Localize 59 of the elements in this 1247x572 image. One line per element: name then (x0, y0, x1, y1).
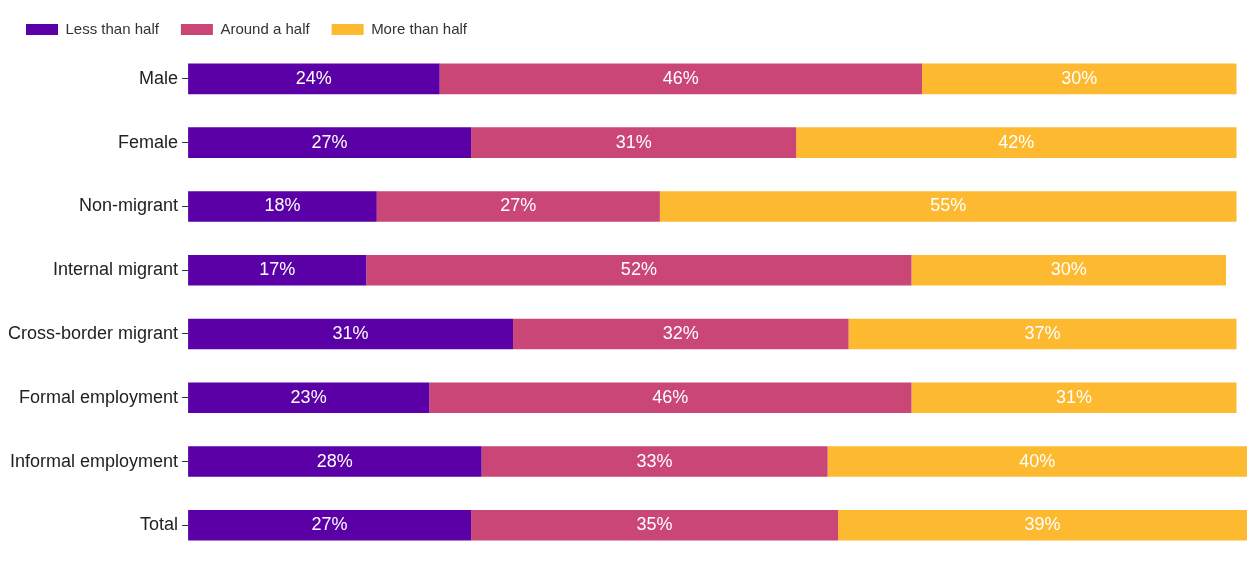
bar (439, 63, 922, 95)
bar (921, 63, 1237, 95)
data-label: 17% (259, 259, 296, 280)
data-label: 35% (636, 514, 673, 535)
y-tick-label: Informal employment (9, 450, 179, 471)
data-label: 32% (662, 322, 699, 343)
y-tick-label: Cross-border migrant (7, 322, 179, 343)
y-tick-label: Internal migrant (52, 259, 179, 280)
bar (429, 382, 912, 414)
data-label: 52% (620, 259, 657, 280)
data-label: 18% (264, 195, 301, 216)
data-label: 27% (311, 514, 348, 535)
data-label: 55% (930, 195, 967, 216)
bar (911, 382, 1237, 414)
y-tick-label: Total (140, 514, 179, 535)
bar (188, 63, 440, 95)
data-label: 24% (295, 67, 332, 88)
bar (911, 254, 1227, 286)
y-tick-label: Female (118, 131, 179, 152)
legend-label: Around a half (220, 19, 311, 37)
bar (513, 318, 849, 350)
data-label: 27% (500, 195, 537, 216)
bar (471, 127, 797, 158)
data-label: 37% (1024, 322, 1061, 343)
legend-label: Less than half (65, 19, 160, 37)
data-label: 31% (332, 322, 369, 343)
bar (188, 382, 430, 414)
bar (838, 510, 1247, 541)
y-tick-label: Male (139, 67, 179, 88)
data-label: 30% (1061, 67, 1098, 88)
bar (471, 510, 839, 541)
y-tick-label: Non-migrant (79, 195, 179, 216)
data-label: 30% (1050, 259, 1087, 280)
legend-label: More than half (371, 19, 468, 37)
data-label: 23% (290, 386, 327, 407)
bar (188, 510, 472, 541)
data-label: 39% (1024, 514, 1061, 535)
bar (366, 254, 912, 286)
data-label: 40% (1019, 450, 1056, 471)
bar (481, 446, 828, 477)
bar (188, 191, 377, 222)
data-label: 31% (1055, 386, 1093, 407)
bar (188, 318, 514, 350)
bar (188, 254, 367, 286)
bar (188, 446, 482, 477)
y-tick-label: Formal employment (19, 386, 179, 407)
data-label: 46% (662, 67, 699, 88)
bar (659, 191, 1237, 222)
data-label: 27% (311, 131, 348, 152)
bar (796, 127, 1237, 158)
data-label: 31% (615, 131, 652, 152)
data-label: 28% (316, 450, 353, 471)
data-label: 33% (636, 450, 673, 471)
data-label: 42% (998, 131, 1035, 152)
bar (376, 191, 660, 222)
bar (848, 318, 1237, 350)
data-label: 46% (652, 386, 689, 407)
bar (188, 127, 472, 158)
bar (827, 446, 1247, 477)
